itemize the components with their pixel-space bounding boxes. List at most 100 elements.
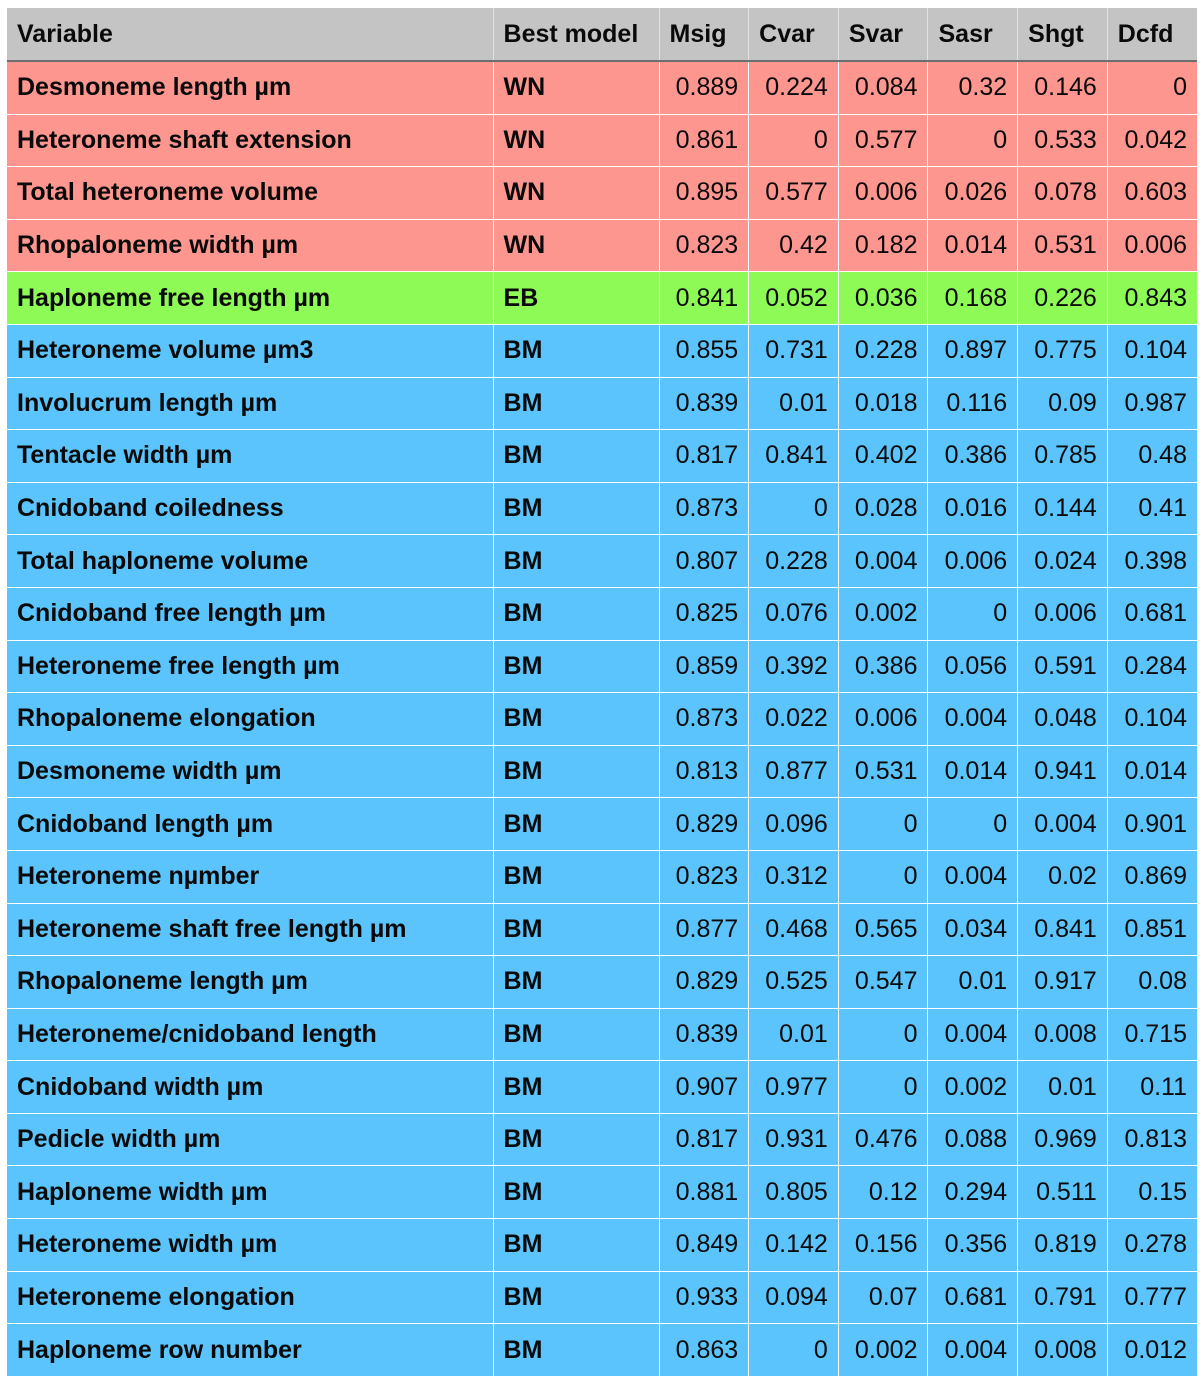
cell-msig: 0.841 <box>659 271 750 325</box>
cell-cvar: 0.42 <box>748 219 839 273</box>
cell-shgt: 0.024 <box>1017 534 1108 588</box>
cell-best-model: BM <box>493 903 660 957</box>
cell-shgt: 0.008 <box>1017 1008 1108 1062</box>
cell-cvar: 0.731 <box>748 324 839 378</box>
cell-dcfd: 0.15 <box>1107 1165 1197 1220</box>
cell-shgt: 0.004 <box>1017 797 1108 851</box>
cell-best-model: BM <box>493 1323 660 1377</box>
cell-dcfd: 0.104 <box>1107 324 1197 378</box>
cell-best-model: BM <box>493 1218 660 1272</box>
cell-best-model: WN <box>493 61 660 115</box>
cell-shgt: 0.09 <box>1017 377 1108 431</box>
cell-msig: 0.881 <box>659 1165 750 1220</box>
cell-variable: Cnidoband coiledness <box>7 482 494 536</box>
cell-shgt: 0.917 <box>1017 955 1108 1009</box>
table-row: Haploneme free length µm EB 0.841 0.052 0.03… <box>7 271 1197 325</box>
cell-svar: 0.084 <box>838 61 929 115</box>
cell-best-model: BM <box>493 955 660 1009</box>
cell-sasr: 0.168 <box>927 271 1019 325</box>
data-table-container: Variable Best model Msig Cvar Svar Sasr … <box>7 8 1197 1377</box>
cell-shgt: 0.841 <box>1017 903 1108 957</box>
cell-cvar: 0.142 <box>748 1218 839 1272</box>
cell-shgt: 0.144 <box>1017 482 1108 536</box>
cell-cvar: 0.525 <box>748 955 839 1009</box>
cell-msig: 0.895 <box>659 166 750 220</box>
cell-sasr: 0.32 <box>927 61 1019 115</box>
cell-msig: 0.863 <box>659 1323 750 1377</box>
cell-shgt: 0.775 <box>1017 324 1108 378</box>
cell-sasr: 0.294 <box>927 1165 1019 1220</box>
table-row: Rhopaloneme width µm WN 0.823 0.42 0.182 0.01… <box>7 219 1197 273</box>
cell-variable: Heteroneme elongation <box>7 1271 494 1325</box>
cell-cvar: 0 <box>748 482 839 536</box>
cell-cvar: 0.312 <box>748 850 839 904</box>
cell-dcfd: 0.012 <box>1107 1323 1197 1377</box>
table-row: Heteroneme nµmber BM 0.823 0.312 0 0.004 0.02 0… <box>7 850 1197 904</box>
cell-msig: 0.829 <box>659 797 750 851</box>
cell-cvar: 0.228 <box>748 534 839 588</box>
cell-svar: 0.182 <box>838 219 929 273</box>
cell-msig: 0.817 <box>659 429 750 483</box>
cell-best-model: EB <box>493 271 660 325</box>
cell-msig: 0.813 <box>659 745 750 799</box>
table-row: Heteroneme elongation BM 0.933 0.094 0.07 0.6… <box>7 1271 1197 1325</box>
cell-sasr: 0.002 <box>927 1060 1019 1114</box>
cell-best-model: WN <box>493 219 660 273</box>
cell-variable: Rhopaloneme length µm <box>7 955 494 1009</box>
cell-msig: 0.873 <box>659 692 750 746</box>
cell-svar: 0.402 <box>838 429 929 483</box>
cell-best-model: WN <box>493 114 660 168</box>
cell-svar: 0.036 <box>838 271 929 325</box>
cell-variable: Heteroneme/cnidoband length <box>7 1008 494 1062</box>
cell-cvar: 0.977 <box>748 1060 839 1114</box>
cell-variable: Involucrum length µm <box>7 377 494 431</box>
cell-dcfd: 0.681 <box>1107 587 1197 641</box>
cell-variable: Heteroneme free length µm <box>7 640 494 694</box>
cell-svar: 0.156 <box>838 1218 929 1272</box>
cell-shgt: 0.008 <box>1017 1323 1108 1377</box>
cell-dcfd: 0.006 <box>1107 219 1197 273</box>
table-row: Rhopaloneme elongation BM 0.873 0.022 0.006 0… <box>7 692 1197 746</box>
cell-sasr: 0.004 <box>927 1323 1019 1377</box>
cell-msig: 0.877 <box>659 903 750 957</box>
cell-sasr: 0.897 <box>927 324 1019 378</box>
cell-variable: Pedicle width µm <box>7 1113 494 1167</box>
cell-variable: Heteroneme nµmber <box>7 850 494 904</box>
cell-sasr: 0.004 <box>927 850 1019 904</box>
cell-shgt: 0.969 <box>1017 1113 1108 1167</box>
table-row: Heteroneme volume µm3 BM 0.855 0.731 0.228 0.… <box>7 324 1197 378</box>
cell-cvar: 0.468 <box>748 903 839 957</box>
cell-shgt: 0.941 <box>1017 745 1108 799</box>
cell-svar: 0.12 <box>838 1165 929 1220</box>
header-best-model: Best model <box>493 8 660 62</box>
table-row: Heteroneme shaft extension WN 0.861 0 0.577 0… <box>7 114 1197 168</box>
cell-msig: 0.823 <box>659 219 750 273</box>
cell-sasr: 0.004 <box>927 692 1019 746</box>
header-variable: Variable <box>7 8 494 62</box>
cell-sasr: 0.088 <box>927 1113 1019 1167</box>
table-row: Pedicle width µm BM 0.817 0.931 0.476 0.088 0.… <box>7 1113 1197 1167</box>
cell-sasr: 0.681 <box>927 1271 1019 1325</box>
table-row: Heteroneme width µm BM 0.849 0.142 0.156 0.35… <box>7 1218 1197 1272</box>
cell-dcfd: 0.777 <box>1107 1271 1197 1325</box>
cell-shgt: 0.006 <box>1017 587 1108 641</box>
cell-variable: Haploneme free length µm <box>7 271 494 325</box>
cell-cvar: 0.01 <box>748 1008 839 1062</box>
table-row: Cnidoband coiledness BM 0.873 0 0.028 0.016 0.… <box>7 482 1197 536</box>
cell-dcfd: 0.901 <box>1107 797 1197 851</box>
cell-msig: 0.933 <box>659 1271 750 1325</box>
cell-dcfd: 0.284 <box>1107 640 1197 694</box>
cell-best-model: BM <box>493 482 660 536</box>
cell-sasr: 0.014 <box>927 219 1019 273</box>
cell-msig: 0.807 <box>659 534 750 588</box>
table-row: Cnidoband free length µm BM 0.825 0.076 0.00… <box>7 587 1197 641</box>
cell-variable: Total heteroneme volume <box>7 166 494 220</box>
cell-msig: 0.859 <box>659 640 750 694</box>
cell-msig: 0.839 <box>659 377 750 431</box>
cell-best-model: BM <box>493 692 660 746</box>
cell-svar: 0.002 <box>838 1323 929 1377</box>
cell-sasr: 0.01 <box>927 955 1019 1009</box>
header-row: Variable Best model Msig Cvar Svar Sasr … <box>7 8 1197 62</box>
table-body: Desmoneme length µm WN 0.889 0.224 0.084 0.32… <box>7 61 1197 1377</box>
cell-best-model: BM <box>493 377 660 431</box>
